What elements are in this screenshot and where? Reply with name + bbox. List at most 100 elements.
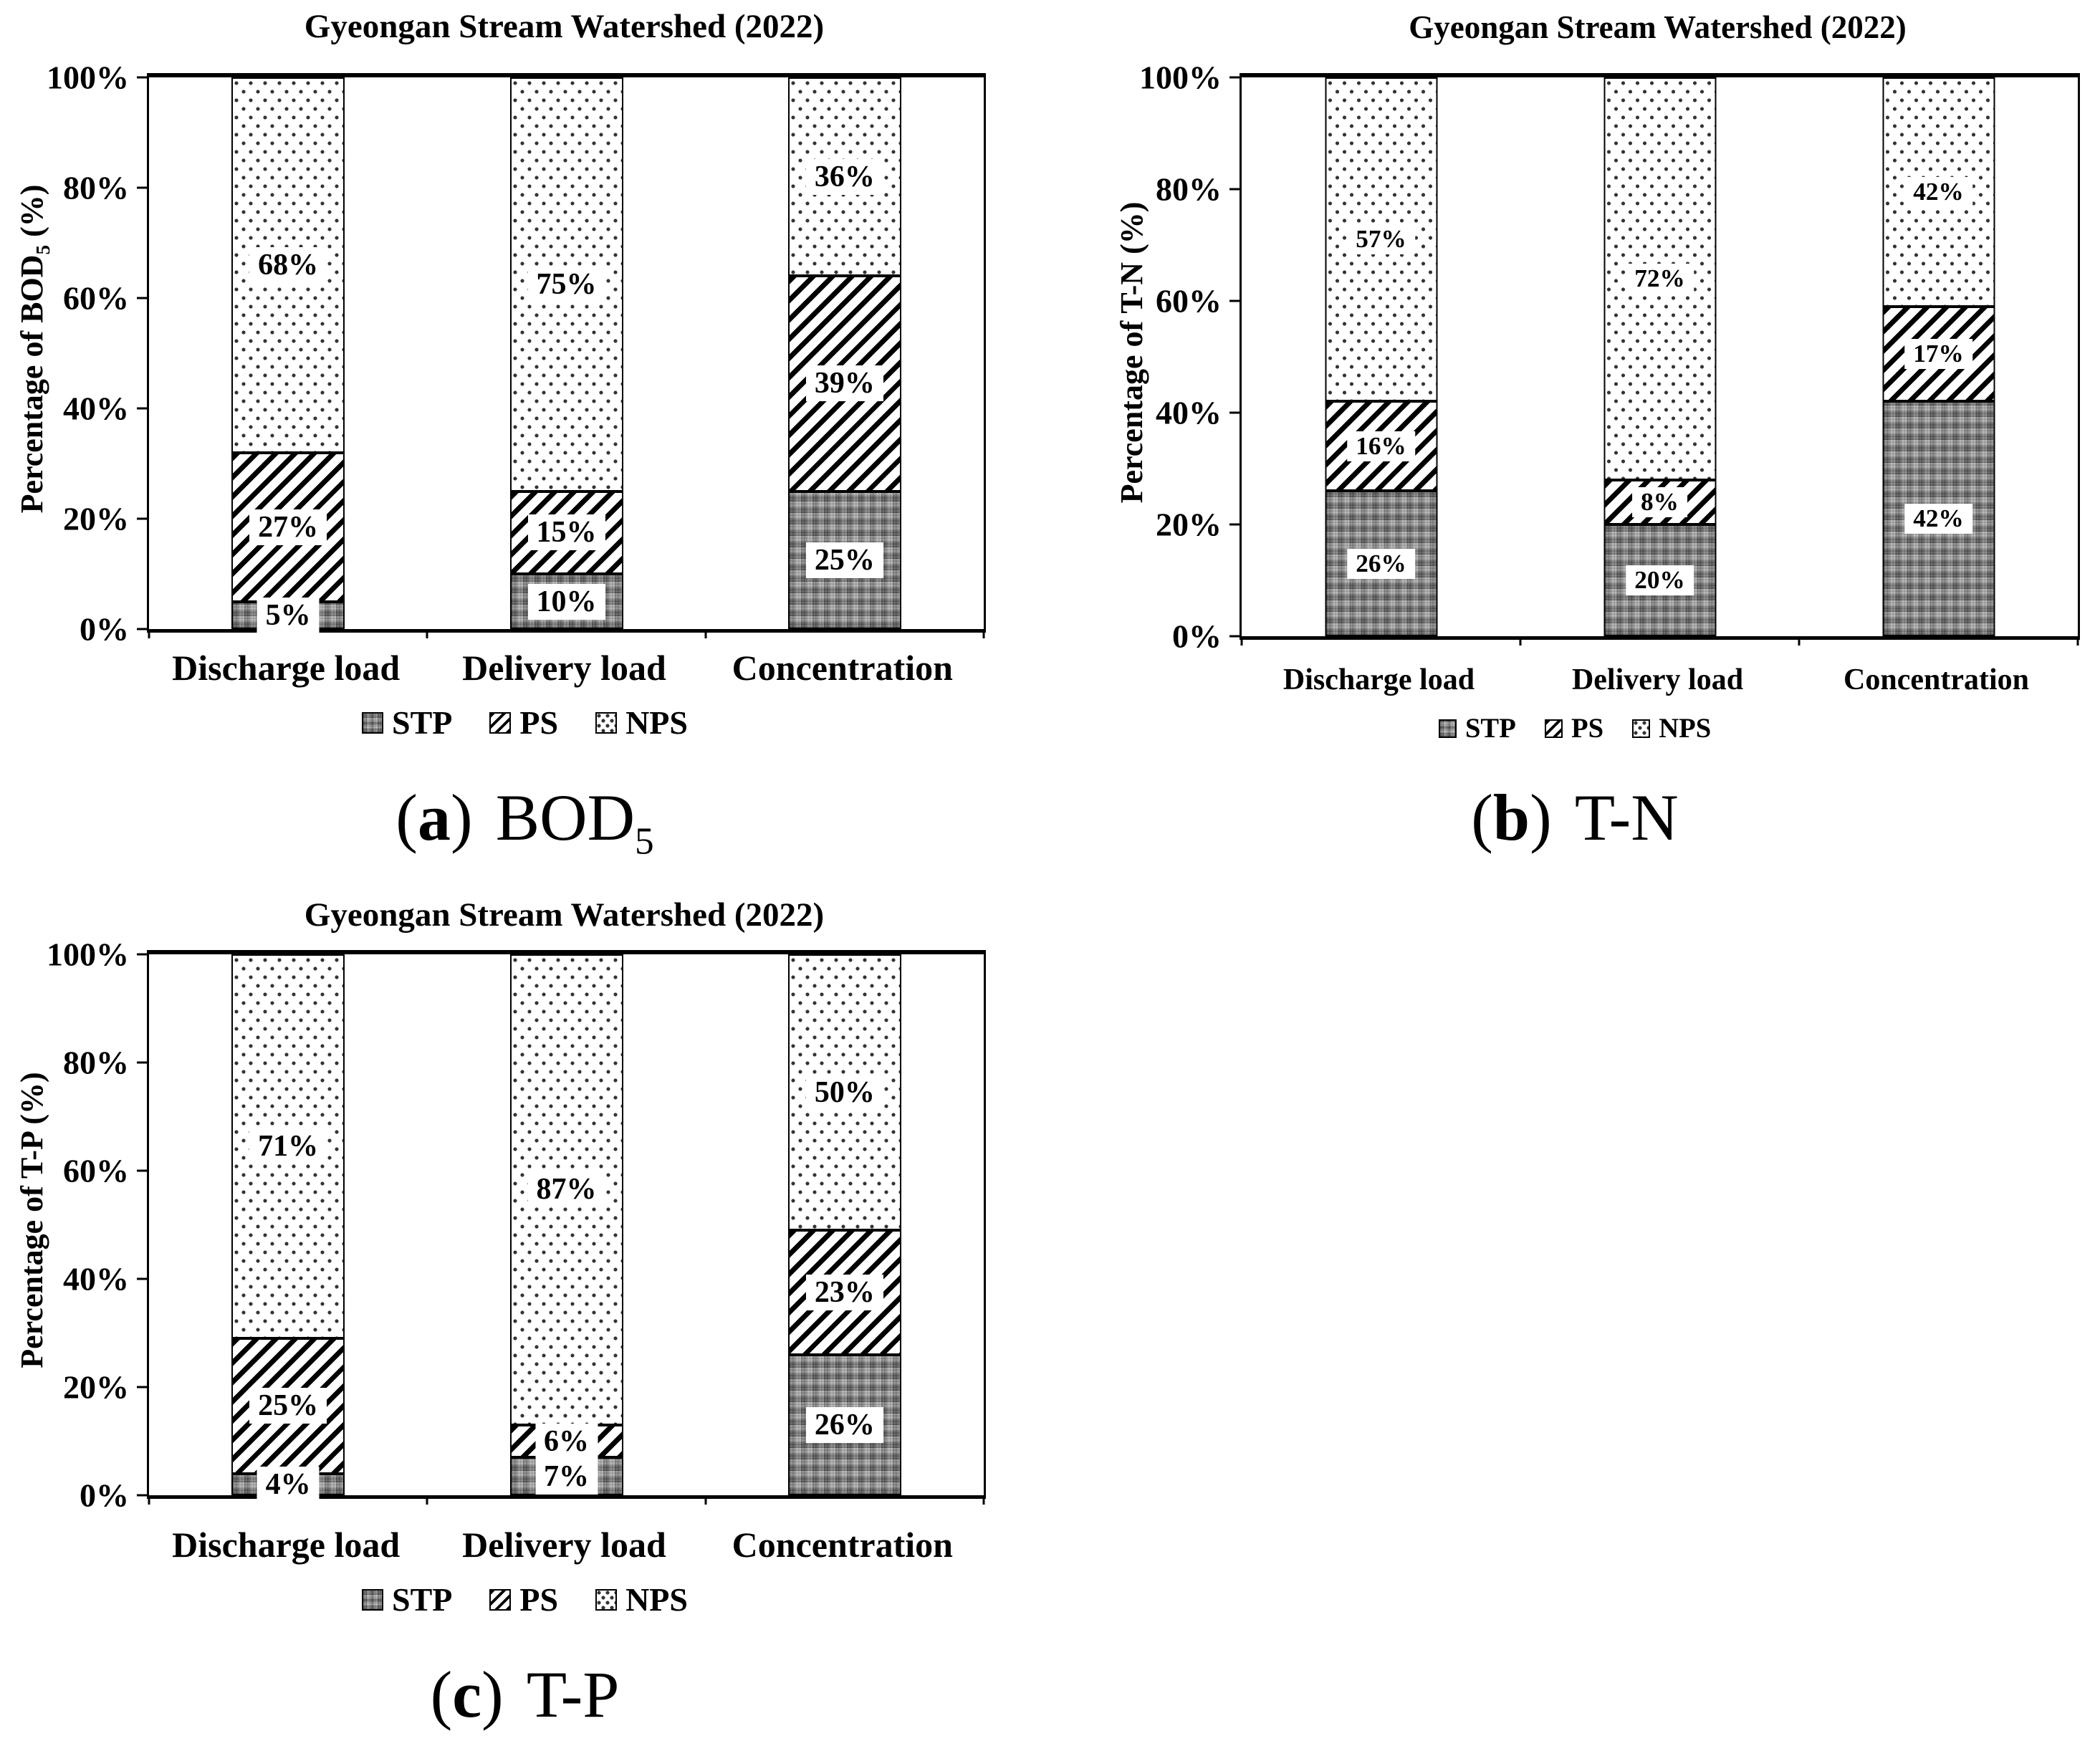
y-tick xyxy=(137,628,149,630)
x-tick xyxy=(1240,636,1243,646)
y-tick xyxy=(137,407,149,410)
y-tick xyxy=(1229,299,1242,302)
legend-item-stp: STP xyxy=(1438,713,1516,744)
stacked-bar: 20% 8% 72% xyxy=(1603,77,1716,636)
caption-subscript: 5 xyxy=(635,819,654,863)
legend-item-ps: PS xyxy=(1544,713,1604,744)
bar-segment-nps: 87% xyxy=(509,954,623,1425)
legend-swatch-ps xyxy=(489,711,512,734)
legend-swatch-stp xyxy=(362,1588,384,1611)
chart-bod5: Gyeongan Stream Watershed (2022) Percent… xyxy=(0,0,1050,877)
y-tick-label: 0% xyxy=(80,1477,129,1514)
y-tick-label: 100% xyxy=(1139,59,1222,96)
bar-value-label: 50% xyxy=(805,1074,883,1111)
bar-value-label: 4% xyxy=(256,1466,320,1502)
legend-label: PS xyxy=(519,704,559,741)
legend-item-nps: NPS xyxy=(595,1581,688,1618)
y-tick-label: 0% xyxy=(80,610,129,648)
x-category-label: Concentration xyxy=(732,648,953,688)
x-tick xyxy=(982,1495,985,1505)
x-tick xyxy=(2076,636,2079,646)
legend-label: STP xyxy=(1464,714,1516,744)
bar-segment-stp: 7% xyxy=(509,1457,623,1495)
x-category-label: Concentration xyxy=(732,1525,953,1565)
bar-segment-nps: 68% xyxy=(231,77,345,453)
bar-segment-stp: 42% xyxy=(1882,401,1995,636)
bar-value-label: 5% xyxy=(256,597,320,633)
legend-label: NPS xyxy=(625,704,688,741)
chart-tp: Gyeongan Stream Watershed (2022) Percent… xyxy=(0,877,1050,1741)
caption-letter: a xyxy=(417,781,451,854)
x-tick xyxy=(148,629,150,638)
legend-item-nps: NPS xyxy=(595,704,688,742)
caption-paren: ( xyxy=(1471,781,1493,854)
bar-value-label: 27% xyxy=(249,509,327,545)
bar-value-label: 16% xyxy=(1347,431,1415,461)
y-tick xyxy=(1229,523,1242,526)
caption-letter: b xyxy=(1492,781,1530,854)
y-tick-label: 40% xyxy=(63,390,129,427)
stacked-bar: 4% 25% 71% xyxy=(231,954,345,1502)
stacked-bar: 26% 23% 50% xyxy=(787,954,901,1495)
y-tick-label: 80% xyxy=(63,1044,129,1081)
x-category-label: Discharge load xyxy=(172,1525,401,1565)
bar-value-label: 71% xyxy=(249,1128,327,1165)
x-category-label: Delivery load xyxy=(462,1525,666,1565)
x-axis-labels: Discharge load Delivery load Concentration xyxy=(1240,663,2076,697)
legend-swatch-stp xyxy=(362,711,384,734)
caption-name-text: BOD xyxy=(495,781,636,854)
chart-title: Gyeongan Stream Watershed (2022) xyxy=(1409,9,1907,45)
caption: (a) BOD5 xyxy=(0,780,1050,863)
y-tick-label: 60% xyxy=(63,1152,129,1189)
caption-name: T-N xyxy=(1575,781,1679,854)
legend-item-ps: PS xyxy=(489,1581,558,1618)
caption-paren: ( xyxy=(430,1658,453,1731)
y-tick xyxy=(137,76,149,79)
bar-value-label: 25% xyxy=(805,542,883,578)
y-tick xyxy=(137,517,149,520)
bar-segment-ps: 25% xyxy=(231,1338,345,1474)
bar-segment-stp: 26% xyxy=(787,1354,901,1495)
bar-value-label: 20% xyxy=(1626,565,1694,595)
bar-segment-ps: 39% xyxy=(787,276,901,491)
bar-value-label: 42% xyxy=(1904,176,1972,207)
stacked-bar: 7% 6% 87% xyxy=(509,954,623,1495)
bar-value-label: 10% xyxy=(527,583,605,620)
y-tick-label: 80% xyxy=(63,169,129,206)
bar-value-label: 7% xyxy=(535,1458,598,1495)
legend: STP PS NPS xyxy=(1050,713,2100,744)
bar-value-label: 17% xyxy=(1904,339,1972,370)
y-tick-label: 20% xyxy=(1156,506,1222,543)
plot-area: 0% 20% 40% 60% 80% 100% 5% 27% 68% 10% 15% 75% 25% 39… xyxy=(47,59,986,648)
bar-segment-nps: 36% xyxy=(787,77,901,277)
y-tick xyxy=(1229,188,1242,191)
bar-segment-stp: 26% xyxy=(1325,491,1437,636)
x-tick xyxy=(426,1495,428,1505)
bar-segment-stp: 4% xyxy=(231,1466,345,1502)
stacked-bar: 26% 16% 57% xyxy=(1325,77,1437,636)
bar-value-label: 87% xyxy=(527,1171,605,1208)
caption-name: T-P xyxy=(527,1658,620,1731)
y-tick xyxy=(1229,635,1242,638)
x-category-label: Discharge load xyxy=(172,648,401,688)
bar-segment-nps: 75% xyxy=(509,77,623,491)
bar-segment-ps: 8% xyxy=(1603,479,1716,524)
x-tick xyxy=(1519,636,1522,646)
y-tick xyxy=(137,297,149,299)
bar-value-label: 26% xyxy=(805,1406,883,1443)
caption-paren: ) xyxy=(481,1658,504,1731)
legend-label: STP xyxy=(392,1581,453,1618)
y-tick-label: 20% xyxy=(63,500,129,537)
bar-value-label: 68% xyxy=(249,246,327,283)
legend: STP PS NPS xyxy=(0,704,1050,742)
y-tick-label: 60% xyxy=(1156,282,1222,320)
caption: (b) T-N xyxy=(1050,780,2100,863)
bar-value-label: 6% xyxy=(535,1423,598,1459)
y-axis-title-text: Percentage of T-N (%) xyxy=(1114,201,1149,504)
chart-title: Gyeongan Stream Watershed (2022) xyxy=(304,8,825,45)
bar-value-label: 57% xyxy=(1347,224,1415,255)
legend-swatch-nps xyxy=(595,1588,618,1611)
legend-label: NPS xyxy=(1659,714,1712,744)
legend-label: PS xyxy=(1571,714,1604,744)
bar-value-label: 23% xyxy=(805,1274,883,1310)
